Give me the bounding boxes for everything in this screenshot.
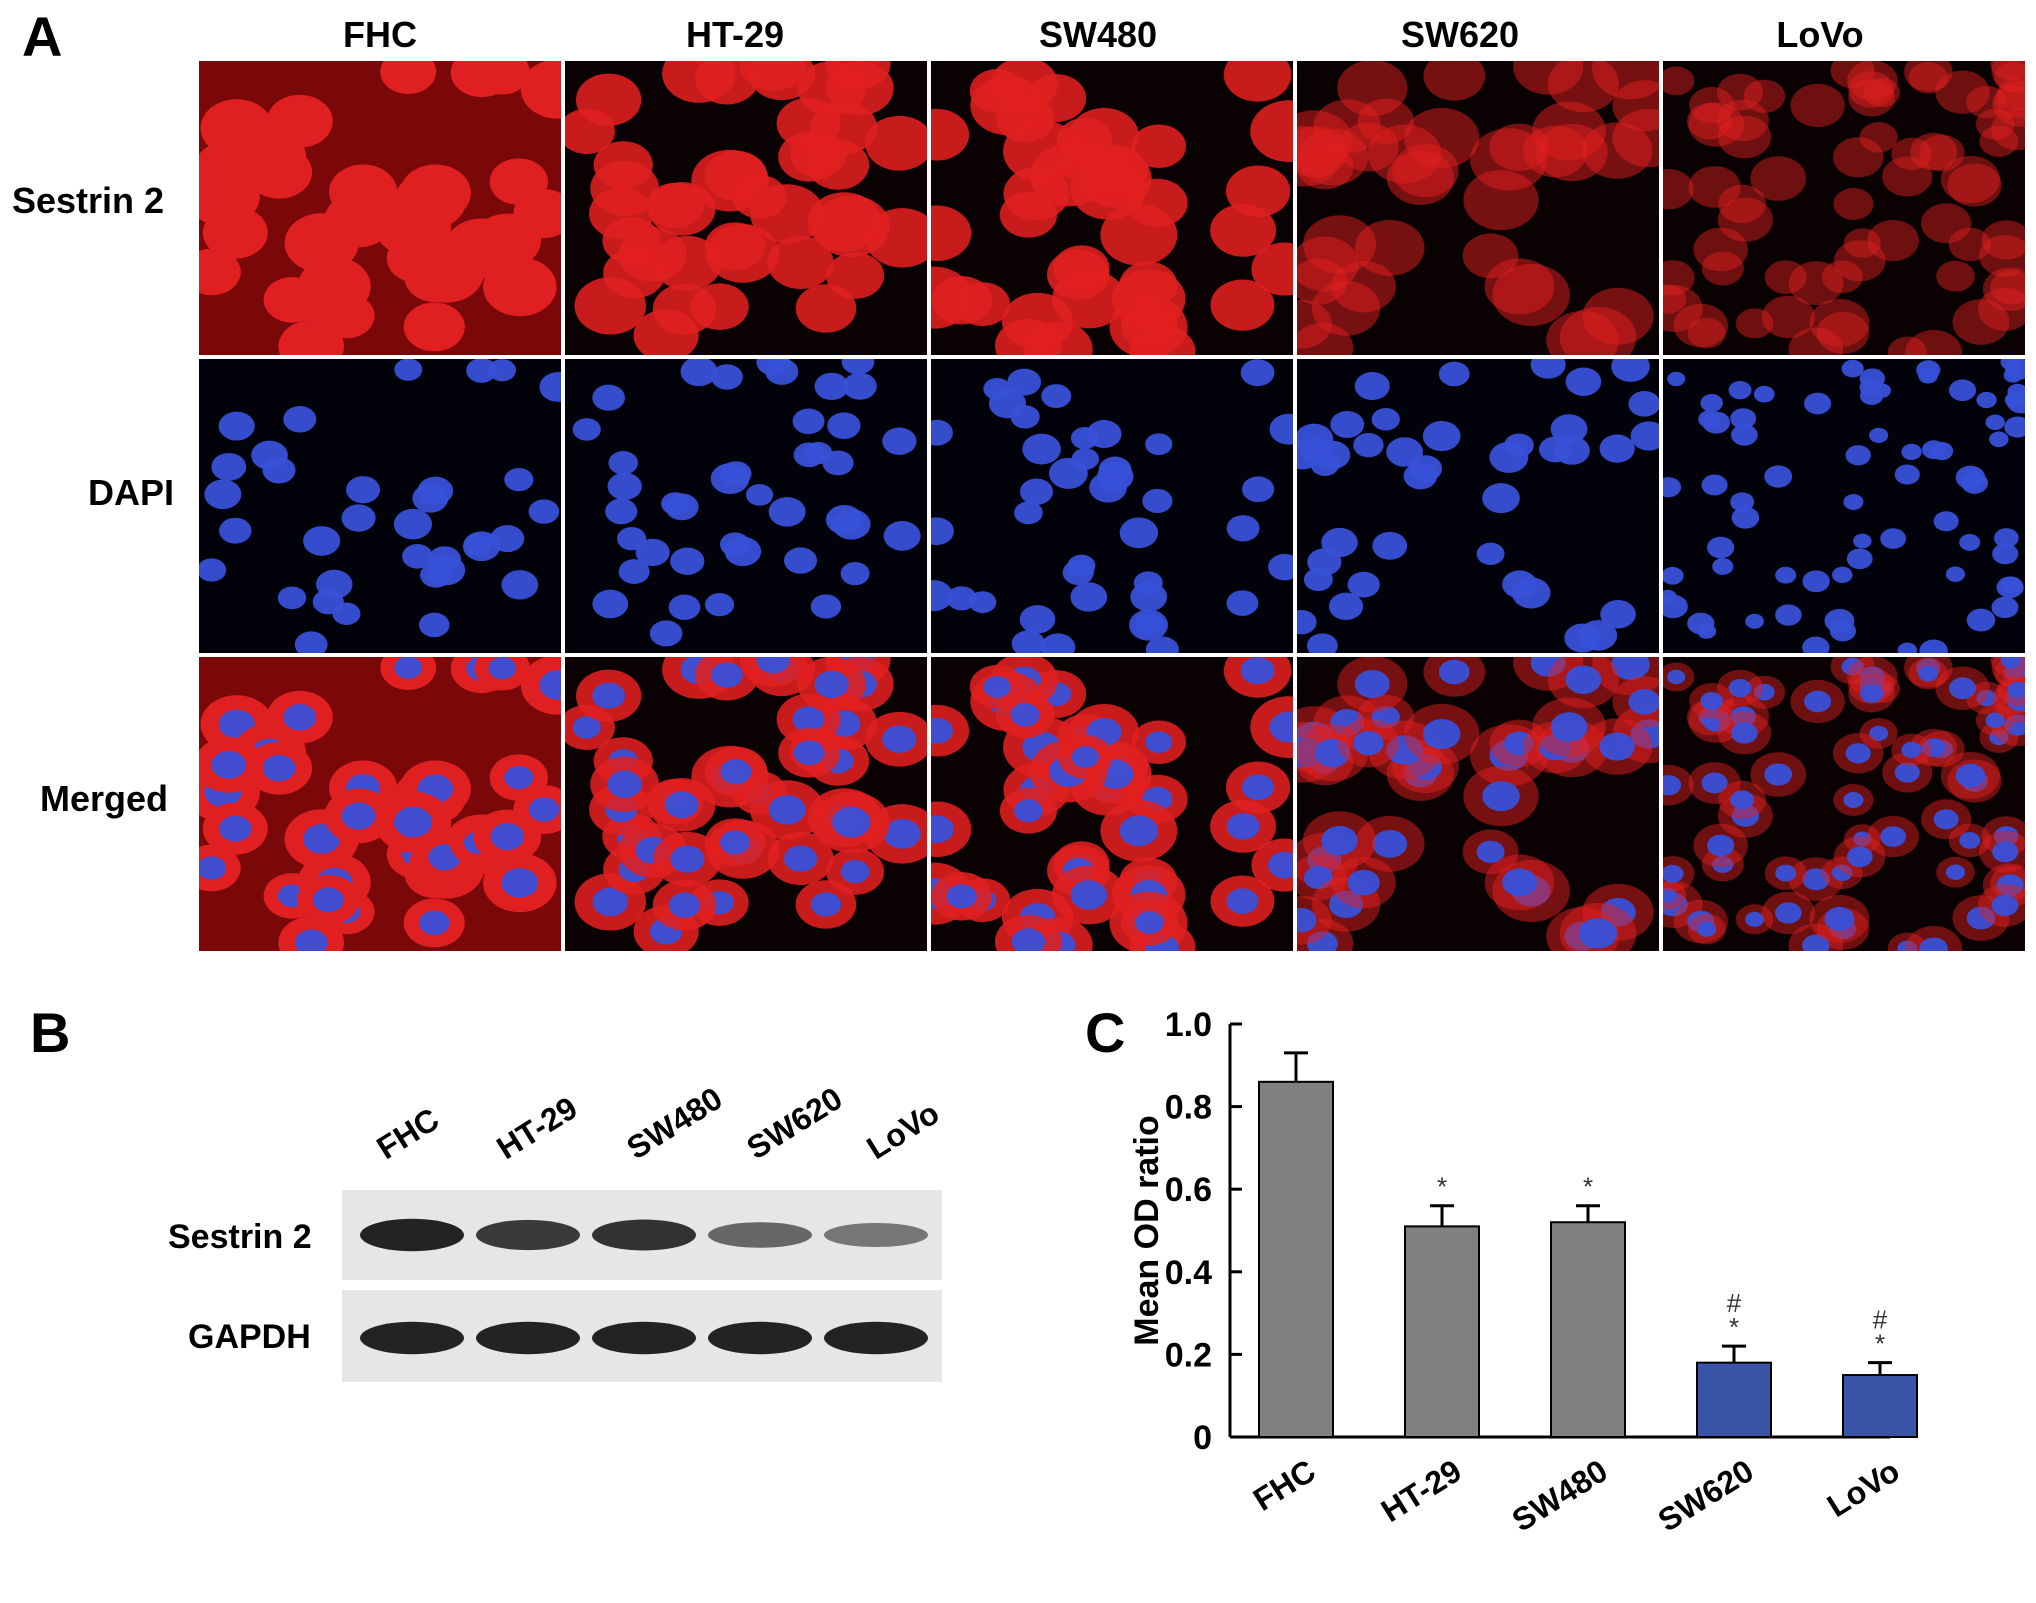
blot-band: [360, 1321, 464, 1355]
micrograph-image: [1297, 61, 1659, 355]
micrograph-merged-sw480: [930, 656, 1294, 952]
micrograph-image: [931, 657, 1293, 951]
micrograph-image: [1663, 359, 2025, 653]
micrograph-merged-fhc: [198, 656, 562, 952]
blot-band: [824, 1222, 928, 1248]
micrograph-dapi-fhc: [198, 358, 562, 654]
micrograph-sestrin-sw620: [1296, 60, 1660, 356]
micrograph-sestrin-lovo: [1662, 60, 2026, 356]
micrograph-merged-lovo: [1662, 656, 2026, 952]
blot-label-gapdh: GAPDH: [188, 1318, 311, 1356]
micrograph-image: [199, 61, 561, 355]
micrograph-sestrin-ht29: [564, 60, 928, 356]
y-tick-label: 0.4: [1165, 1254, 1212, 1292]
x-tick-label: LoVo: [1821, 1452, 1906, 1524]
x-tick-label: HT-29: [1375, 1452, 1468, 1529]
y-tick-label: 0.6: [1165, 1171, 1212, 1209]
col-label-fhc: FHC: [343, 14, 417, 55]
blot-gapdh-bands: [360, 1321, 928, 1355]
micrograph-image: [565, 359, 927, 653]
bar-ht29: [1404, 1225, 1480, 1438]
blot-band: [708, 1222, 812, 1248]
col-label-sw480: SW480: [1038, 14, 1158, 55]
blot-label-sestrin2: Sestrin 2: [168, 1218, 312, 1256]
y-tick-label: 0.8: [1165, 1089, 1212, 1127]
y-tick-label: 0: [1193, 1419, 1212, 1457]
micrograph-image: [1297, 657, 1659, 951]
micrograph-image: [1297, 359, 1659, 653]
col-label-lovo: LoVo: [1776, 14, 1864, 55]
bar-chart: 0 0.2 0.4 0.6 0.8 1.0 Mean OD ratio FHC * HT-29 * S…: [1128, 1006, 1918, 1539]
micrograph-dapi-sw620: [1296, 358, 1660, 654]
x-tick-label: SW620: [1652, 1452, 1760, 1538]
micrograph-image: [199, 359, 561, 653]
micrograph-sestrin-sw480: [930, 60, 1294, 356]
y-tick-label: 1.0: [1165, 1006, 1212, 1044]
row-label-sestrin2: Sestrin 2: [12, 180, 165, 221]
panel-label-c: C: [1085, 1001, 1126, 1064]
micrograph-image: [1663, 657, 2025, 951]
x-tick-label: FHC: [1247, 1452, 1322, 1517]
y-tick-label: 0.2: [1165, 1336, 1212, 1374]
micrograph-merged-sw620: [1296, 656, 1660, 952]
bar-sw620: [1696, 1361, 1772, 1438]
micrograph-dapi-ht29: [564, 358, 928, 654]
panel-label-a: A: [22, 5, 63, 68]
col-label-sw620: SW620: [1400, 14, 1520, 55]
micrograph-image: [931, 61, 1293, 355]
blot-band: [476, 1219, 580, 1251]
micrograph-image: [931, 359, 1293, 653]
significance-hash: #: [1873, 1305, 1888, 1335]
blot-band: [592, 1219, 696, 1251]
lane-label-sw620: SW620: [740, 1080, 849, 1167]
micrograph-dapi-lovo: [1662, 358, 2026, 654]
significance-star: *: [1875, 1329, 1885, 1359]
y-axis-label: Mean OD ratio: [1128, 1115, 1166, 1345]
bar-fhc: [1258, 1080, 1334, 1438]
blot-band: [708, 1321, 812, 1355]
lane-label-sw480: SW480: [620, 1080, 729, 1167]
significance-star: *: [1583, 1172, 1593, 1202]
blot-band: [360, 1218, 464, 1252]
blot-sestrin2-bands: [360, 1218, 928, 1252]
row-label-dapi: DAPI: [88, 472, 175, 513]
significance-hash: #: [1727, 1288, 1742, 1318]
significance-star: *: [1437, 1172, 1447, 1202]
micrograph-image: [565, 657, 927, 951]
panel-label-b: B: [30, 1001, 71, 1064]
bar-sw480: [1550, 1221, 1626, 1438]
microscopy-grid: [198, 60, 2028, 952]
blot-sestrin2: [342, 1190, 942, 1280]
lane-label-fhc: FHC: [370, 1100, 446, 1167]
blot-band: [476, 1321, 580, 1355]
micrograph-merged-ht29: [564, 656, 928, 952]
significance-star: *: [1729, 1312, 1739, 1342]
lane-label-lovo: LoVo: [860, 1094, 946, 1167]
micrograph-dapi-sw480: [930, 358, 1294, 654]
x-tick-label: SW480: [1506, 1452, 1614, 1538]
bar-lovo: [1842, 1374, 1918, 1438]
micrograph-image: [1663, 61, 2025, 355]
micrograph-image: [565, 61, 927, 355]
micrograph-sestrin-fhc: [198, 60, 562, 356]
col-label-ht29: HT-29: [685, 14, 785, 55]
blot-band: [824, 1321, 928, 1355]
blot-gapdh: [342, 1290, 942, 1382]
micrograph-image: [199, 657, 561, 951]
row-label-merged: Merged: [40, 778, 169, 819]
blot-band: [592, 1321, 696, 1355]
lane-label-ht29: HT-29: [490, 1089, 584, 1167]
